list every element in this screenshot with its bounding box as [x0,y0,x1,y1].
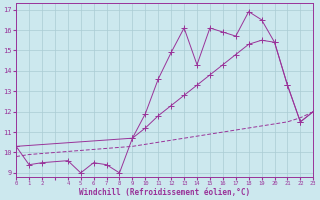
X-axis label: Windchill (Refroidissement éolien,°C): Windchill (Refroidissement éolien,°C) [79,188,250,197]
